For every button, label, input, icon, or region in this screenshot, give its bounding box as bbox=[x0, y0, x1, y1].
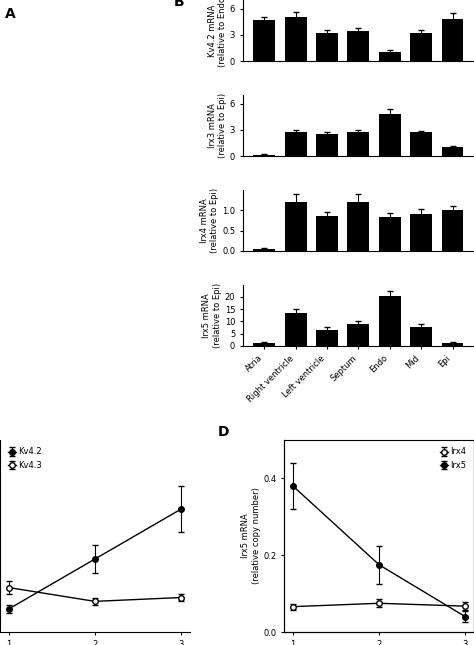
Bar bbox=[410, 34, 432, 61]
Bar bbox=[441, 147, 464, 156]
Bar bbox=[441, 19, 464, 61]
Y-axis label: Kv4.2 mRNA
(relative to Endo): Kv4.2 mRNA (relative to Endo) bbox=[208, 0, 227, 67]
Bar bbox=[379, 217, 401, 251]
Text: B: B bbox=[173, 0, 184, 9]
Text: A: A bbox=[5, 7, 15, 21]
Bar bbox=[253, 249, 275, 251]
Bar bbox=[347, 30, 369, 61]
Bar bbox=[441, 343, 464, 346]
Bar bbox=[410, 214, 432, 251]
Y-axis label: Irx4 mRNA
(relative to Epi): Irx4 mRNA (relative to Epi) bbox=[200, 188, 219, 253]
Bar bbox=[253, 155, 275, 156]
Y-axis label: Irx5 mRNA
(relative copy number): Irx5 mRNA (relative copy number) bbox=[241, 488, 261, 584]
Bar bbox=[316, 34, 338, 61]
Legend: Kv4.2, Kv4.3: Kv4.2, Kv4.3 bbox=[4, 444, 46, 473]
Bar bbox=[410, 327, 432, 346]
Bar bbox=[285, 202, 307, 251]
Bar bbox=[379, 295, 401, 346]
Bar bbox=[285, 313, 307, 346]
Bar bbox=[316, 134, 338, 156]
Bar bbox=[285, 17, 307, 61]
Bar bbox=[347, 202, 369, 251]
Bar bbox=[253, 343, 275, 346]
Legend: Irx4, Irx5: Irx4, Irx5 bbox=[437, 444, 470, 473]
Y-axis label: Irx3 mRNA
(relative to Epi): Irx3 mRNA (relative to Epi) bbox=[208, 93, 227, 158]
Bar bbox=[347, 132, 369, 156]
Bar bbox=[316, 216, 338, 251]
Y-axis label: Irx5 mRNA
(relative to Epi): Irx5 mRNA (relative to Epi) bbox=[202, 283, 222, 348]
Text: D: D bbox=[218, 424, 229, 439]
Bar bbox=[441, 210, 464, 251]
Bar bbox=[379, 52, 401, 61]
Bar bbox=[316, 330, 338, 346]
Bar bbox=[347, 324, 369, 346]
Bar bbox=[285, 132, 307, 156]
Bar bbox=[379, 114, 401, 156]
Bar bbox=[410, 132, 432, 156]
Bar bbox=[253, 20, 275, 61]
